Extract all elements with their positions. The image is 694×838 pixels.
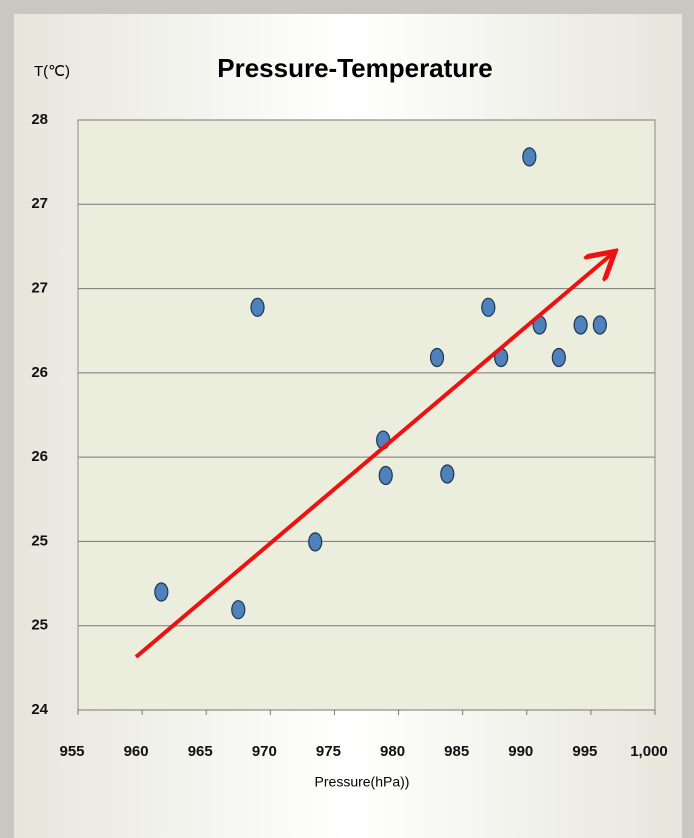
- point: [522, 147, 537, 167]
- point: [429, 347, 445, 368]
- x-tick-label: 1,000: [630, 743, 668, 760]
- point: [440, 464, 455, 484]
- point: [378, 465, 393, 486]
- y-tick-label: 24: [31, 701, 48, 718]
- y-tick-label: 28: [31, 111, 48, 128]
- x-axis-label: Pressure(hPa)): [315, 774, 410, 790]
- y-tick-label: 27: [31, 280, 48, 297]
- trend-arrow: [134, 254, 612, 659]
- x-tick-label: 965: [188, 743, 213, 760]
- x-tick-label: 995: [572, 743, 597, 760]
- y-tick-label: 26: [31, 364, 48, 381]
- x-tick-label: 970: [252, 743, 277, 760]
- point: [308, 532, 323, 552]
- point: [250, 297, 265, 317]
- x-tick-label: 975: [316, 743, 341, 760]
- point: [592, 315, 607, 335]
- plot-area: [77, 119, 656, 711]
- point: [573, 315, 588, 335]
- point: [154, 582, 169, 602]
- y-tick-label: 27: [31, 195, 48, 212]
- x-tick-label: 955: [59, 743, 84, 760]
- x-tick-label: 960: [124, 743, 149, 760]
- point: [231, 600, 246, 620]
- point: [551, 347, 566, 368]
- point: [481, 297, 496, 317]
- y-axis-label: T(℃): [34, 63, 70, 80]
- y-tick-label: 25: [31, 617, 48, 634]
- y-tick-label: 25: [31, 532, 48, 549]
- x-tick-label: 980: [380, 743, 405, 760]
- x-tick-label: 985: [444, 743, 469, 760]
- x-tick-label: 990: [508, 743, 533, 760]
- y-tick-label: 26: [31, 448, 48, 465]
- chart-title: Pressure-Temperature: [217, 53, 493, 83]
